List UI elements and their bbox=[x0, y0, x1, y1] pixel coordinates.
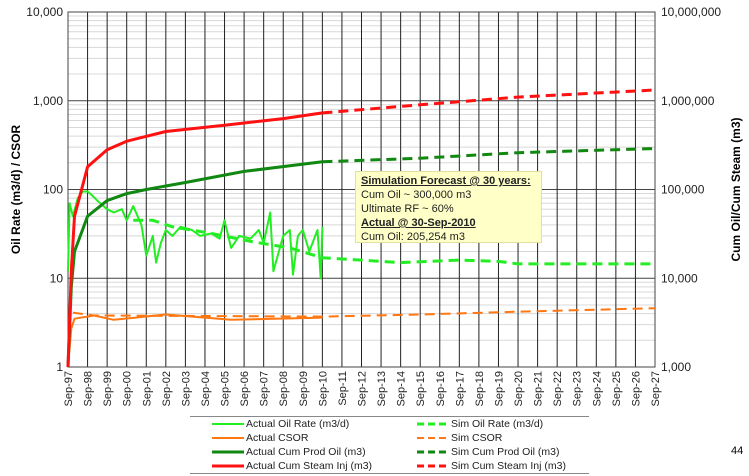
annotation-actual-title: Actual @ 30-Sep-2010 bbox=[361, 217, 476, 229]
series-sim-cum-steam-inj-m3- bbox=[322, 88, 656, 115]
y-right-tick-label: 100,000 bbox=[661, 183, 705, 197]
x-tick-label: Sep-11 bbox=[337, 371, 349, 406]
series-actual-csor bbox=[67, 313, 323, 368]
x-tick-label: Sep-12 bbox=[357, 371, 369, 406]
legend-label: Actual Cum Steam Inj (m3) bbox=[246, 460, 373, 472]
x-tick-label: Sep-19 bbox=[493, 371, 505, 406]
x-tick-label: Sep-01 bbox=[141, 371, 153, 406]
x-tick-label: Sep-21 bbox=[533, 371, 545, 406]
x-tick-label: Sep-24 bbox=[591, 371, 603, 406]
legend-item: Actual Cum Steam Inj (m3) bbox=[212, 459, 372, 473]
legend: Actual Oil Rate (m3/d) Actual CSOR Actual … bbox=[190, 416, 589, 474]
x-tick-label: Sep-13 bbox=[376, 371, 388, 406]
legend-item: Sim Oil Rate (m3/d) bbox=[417, 417, 543, 431]
legend-label: Actual Oil Rate (m3/d) bbox=[246, 418, 350, 430]
x-tick-label: Sep-25 bbox=[611, 371, 623, 406]
legend-label: Sim Cum Steam Inj (m3) bbox=[451, 460, 566, 472]
x-tick-label: Sep-98 bbox=[83, 371, 95, 406]
y-right-tick-label: 1,000,000 bbox=[661, 94, 715, 108]
x-tick-label: Sep-17 bbox=[454, 371, 466, 406]
legend-label: Sim Oil Rate (m3/d) bbox=[451, 418, 544, 430]
legend-item: Actual CSOR bbox=[212, 431, 308, 445]
x-tick-label: Sep-16 bbox=[435, 371, 447, 406]
y-left-tick-label: 10 bbox=[50, 271, 64, 285]
x-tick-label: Sep-15 bbox=[415, 371, 427, 406]
series-actual-cum-steam-inj-m3- bbox=[66, 111, 323, 368]
legend-swatch bbox=[212, 423, 244, 425]
plot-border bbox=[67, 11, 656, 368]
x-tick-label: Sep-27 bbox=[650, 371, 662, 406]
x-tick-label: Sep-20 bbox=[513, 371, 525, 406]
legend-label: Actual CSOR bbox=[246, 432, 309, 444]
x-tick-label: Sep-00 bbox=[122, 371, 134, 406]
y-left-tick-label: 10,000 bbox=[26, 5, 63, 19]
y-right-axis-label: Cum Oil/Cum Steam (m3) bbox=[729, 117, 743, 261]
legend-label: Sim Cum Prod Oil (m3) bbox=[451, 446, 560, 458]
annotation-cum-oil: Cum Oil ~ 300,000 m3 bbox=[361, 189, 472, 201]
legend-swatch bbox=[417, 464, 449, 468]
legend-item: Sim CSOR bbox=[417, 431, 502, 445]
legend-item: Actual Oil Rate (m3/d) bbox=[212, 417, 349, 431]
series-actual-oil-rate-m3-d- bbox=[67, 190, 324, 280]
x-tick-label: Sep-07 bbox=[259, 371, 271, 406]
series-actual-cum-prod-oil-m3- bbox=[66, 160, 323, 368]
legend-swatch bbox=[417, 450, 449, 454]
legend-swatch bbox=[212, 437, 244, 439]
x-tick-label: Sep-23 bbox=[572, 371, 584, 406]
series-sim-cum-prod-oil-m3- bbox=[322, 147, 656, 164]
x-tick-label: Sep-97 bbox=[63, 371, 75, 406]
annotation-rf: Ultimate RF ~ 60% bbox=[361, 203, 454, 215]
y-right-tick-label: 10,000,000 bbox=[661, 5, 721, 19]
y-left-tick-label: 1,000 bbox=[33, 94, 63, 108]
legend-item: Actual Cum Prod Oil (m3) bbox=[212, 445, 366, 459]
legend-label: Sim CSOR bbox=[451, 432, 503, 444]
legend-label: Actual Cum Prod Oil (m3) bbox=[246, 446, 366, 458]
y-left-axis-label: Oil Rate (m3/d) / CSOR bbox=[9, 124, 23, 254]
legend-item: Sim Cum Steam Inj (m3) bbox=[417, 459, 566, 473]
series-sim-csor bbox=[72, 307, 656, 318]
x-tick-label: Sep-03 bbox=[180, 371, 192, 406]
legend-swatch bbox=[417, 422, 449, 426]
x-tick-label: Sep-26 bbox=[630, 371, 642, 406]
y-right-tick-label: 1,000 bbox=[661, 360, 691, 374]
x-tick-label: Sep-08 bbox=[278, 371, 290, 406]
x-tick-label: Sep-04 bbox=[200, 371, 212, 406]
x-tick-label: Sep-06 bbox=[239, 371, 251, 406]
x-tick-label: Sep-18 bbox=[474, 371, 486, 406]
legend-swatch bbox=[417, 437, 449, 439]
series-sim-oil-rate-m3-d- bbox=[133, 218, 655, 266]
page-number: 44 bbox=[731, 445, 744, 457]
x-tick-label: Sep-10 bbox=[317, 371, 329, 406]
x-tick-label: Sep-22 bbox=[552, 371, 564, 406]
y-left-tick-label: 1 bbox=[56, 360, 63, 374]
annotation-box: Simulation Forecast @ 30 years: Cum Oil … bbox=[355, 171, 542, 243]
x-tick-label: Sep-05 bbox=[220, 371, 232, 406]
y-right-tick-label: 10,000 bbox=[661, 271, 698, 285]
x-tick-label: Sep-99 bbox=[102, 371, 114, 406]
x-tick-label: Sep-09 bbox=[298, 371, 310, 406]
legend-item: Sim Cum Prod Oil (m3) bbox=[417, 445, 560, 459]
y-left-tick-label: 100 bbox=[43, 183, 63, 197]
legend-swatch bbox=[212, 450, 244, 454]
legend-swatch bbox=[212, 464, 244, 468]
annotation-actual-cum: Cum Oil: 205,254 m3 bbox=[361, 231, 465, 243]
annotation-title: Simulation Forecast @ 30 years: bbox=[361, 175, 531, 187]
x-tick-label: Sep-14 bbox=[396, 371, 408, 406]
x-tick-label: Sep-02 bbox=[161, 371, 173, 406]
